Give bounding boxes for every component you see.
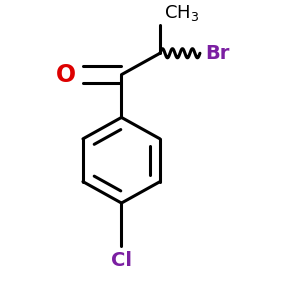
Text: Cl: Cl: [111, 251, 132, 270]
Text: Br: Br: [205, 44, 229, 63]
Text: O: O: [56, 63, 76, 87]
Text: CH$_3$: CH$_3$: [164, 3, 200, 23]
